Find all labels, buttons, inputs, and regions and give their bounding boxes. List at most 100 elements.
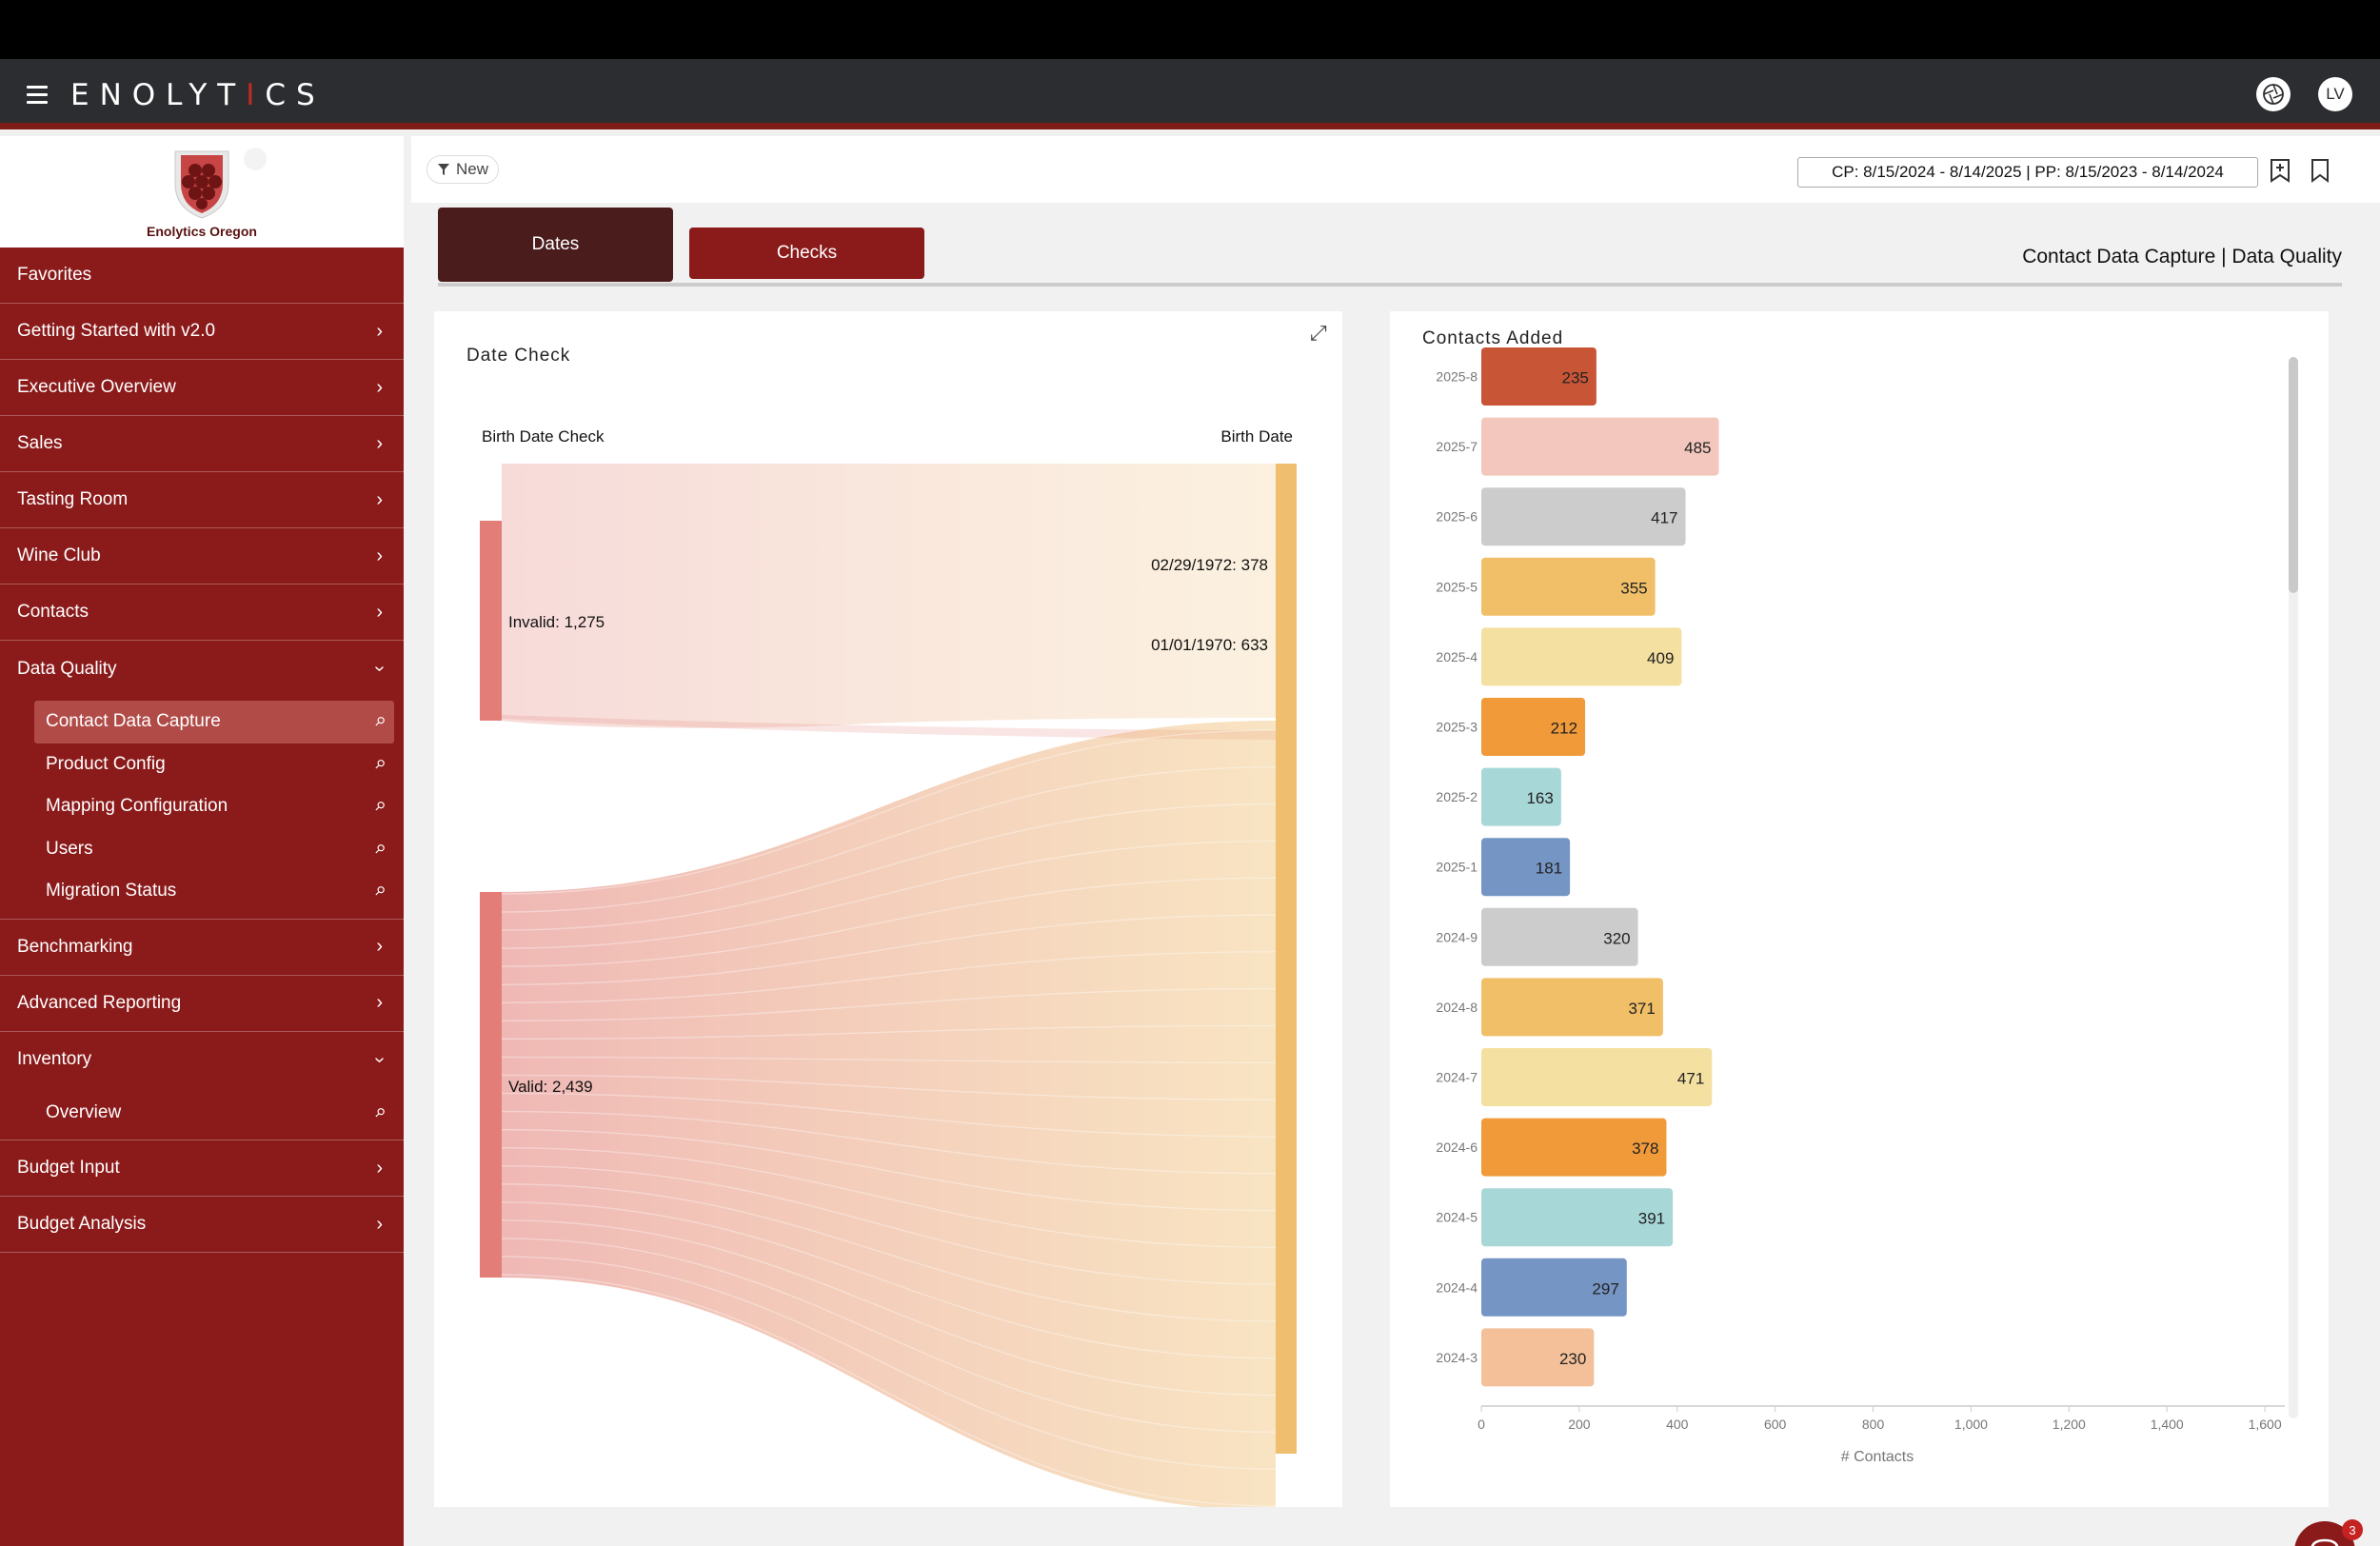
pin-icon[interactable]: ⚲ — [371, 1103, 389, 1121]
brand-logo[interactable]: ENOLYTICS — [70, 78, 326, 112]
top-bar: ENOLYTICS LV — [0, 59, 2380, 129]
sidebar-item-executive-overview[interactable]: Executive Overview › — [0, 360, 404, 416]
bar[interactable] — [1481, 1258, 1627, 1317]
node-valid[interactable] — [480, 892, 502, 1278]
flow-strand — [501, 1024, 1277, 1041]
scrollbar-thumb[interactable] — [2289, 357, 2298, 593]
flow-strand — [501, 729, 1277, 895]
sidebar-item-getting-started[interactable]: Getting Started with v2.0 › — [0, 304, 404, 360]
chevron-down-icon: › — [369, 665, 391, 672]
chevron-right-icon: › — [376, 320, 383, 342]
bar[interactable] — [1481, 1048, 1713, 1106]
sidebar-subitem-mapping-configuration[interactable]: Mapping Configuration ⚲ — [46, 796, 389, 817]
x-axis-title: # Contacts — [1841, 1449, 1914, 1465]
sidebar-item-budget-analysis[interactable]: Budget Analysis › — [0, 1197, 404, 1253]
chevron-right-icon: › — [376, 432, 383, 454]
flow-strand — [501, 1274, 1277, 1507]
bar[interactable] — [1481, 1118, 1667, 1177]
bar[interactable] — [1481, 557, 1656, 616]
inventory-submenu: Overview ⚲ — [0, 1088, 404, 1140]
pin-icon[interactable]: ⚲ — [371, 840, 389, 858]
bar[interactable] — [1481, 627, 1682, 686]
tab-checks[interactable]: Checks — [689, 228, 924, 279]
chevron-right-icon: › — [376, 545, 383, 566]
bar-category-label: 2024-6 — [1436, 1140, 1478, 1155]
sidebar-item-wine-club[interactable]: Wine Club › — [0, 528, 404, 585]
left-column-header: Birth Date Check — [482, 427, 605, 446]
org-name: Enolytics Oregon — [147, 224, 257, 239]
bar[interactable] — [1481, 347, 1597, 406]
bar-value-label: 163 — [1526, 789, 1553, 807]
sidebar-item-contacts[interactable]: Contacts › — [0, 585, 404, 641]
sidebar-item-data-quality[interactable]: Data Quality › — [17, 658, 391, 679]
bar[interactable] — [1481, 907, 1638, 966]
bar[interactable] — [1481, 487, 1686, 546]
pin-icon[interactable]: ⚲ — [371, 882, 389, 900]
x-tick-label: 200 — [1568, 1417, 1591, 1432]
bar[interactable] — [1481, 698, 1586, 756]
pin-icon[interactable]: ⚲ — [371, 798, 389, 815]
sidebar-subitem-migration-status[interactable]: Migration Status ⚲ — [46, 881, 389, 902]
sidebar-item-tasting-room[interactable]: Tasting Room › — [0, 472, 404, 528]
sidebar-item-budget-input[interactable]: Budget Input › — [0, 1140, 404, 1197]
sidebar-item-benchmarking[interactable]: Benchmarking › — [0, 920, 404, 976]
bar[interactable] — [1481, 1328, 1595, 1387]
bar[interactable] — [1481, 767, 1561, 826]
filter-label: New — [456, 160, 489, 178]
sidebar-subitem-users[interactable]: Users ⚲ — [46, 838, 389, 859]
node-date-1-label: 02/29/1972: 378 — [1151, 556, 1268, 574]
chart-scrollbar[interactable] — [2289, 357, 2298, 1418]
bar[interactable] — [1481, 978, 1663, 1037]
pin-icon[interactable]: ⚲ — [371, 755, 389, 773]
chevron-right-icon: › — [376, 1157, 383, 1179]
sidebar-item-favorites[interactable]: Favorites — [0, 248, 404, 304]
node-invalid[interactable] — [480, 521, 502, 721]
node-date-2-label: 01/01/1970: 633 — [1151, 636, 1268, 654]
aperture-icon[interactable] — [2256, 77, 2291, 111]
add-bookmark-icon[interactable] — [2268, 157, 2292, 184]
bar-category-label: 2025-2 — [1436, 789, 1478, 804]
sidebar-item-sales[interactable]: Sales › — [0, 416, 404, 472]
sidebar-subitem-overview[interactable]: Overview ⚲ — [46, 1101, 389, 1122]
bar-category-label: 2024-8 — [1436, 1000, 1478, 1015]
expand-icon[interactable]: ⤢ — [1310, 321, 1327, 345]
bar-value-label: 235 — [1562, 369, 1589, 387]
bar[interactable] — [1481, 838, 1571, 897]
chevron-right-icon: › — [376, 601, 383, 623]
x-tick-label: 1,400 — [2151, 1417, 2184, 1432]
bar[interactable] — [1481, 1188, 1674, 1247]
bar-value-label: 485 — [1684, 439, 1711, 457]
sidebar-item-inventory[interactable]: Inventory › — [17, 1049, 391, 1069]
bar-value-label: 471 — [1677, 1070, 1704, 1088]
node-birth-date[interactable] — [1276, 464, 1297, 1454]
bar-value-label: 230 — [1559, 1350, 1586, 1368]
bar-category-label: 2025-7 — [1436, 439, 1478, 454]
filter-chip[interactable]: New — [426, 155, 500, 184]
pin-icon[interactable]: ⚲ — [371, 713, 389, 730]
date-range-field[interactable]: CP: 8/15/2024 - 8/14/2025 | PP: 8/15/202… — [1797, 157, 2258, 188]
x-tick-label: 400 — [1666, 1417, 1689, 1432]
sidebar-item-advanced-reporting[interactable]: Advanced Reporting › — [0, 976, 404, 1032]
bar-category-label: 2024-3 — [1436, 1350, 1478, 1365]
sidebar-subitem-contact-data-capture[interactable]: Contact Data Capture ⚲ — [34, 701, 394, 743]
sankey-diagram: Birth Date Check Birth Date Invalid: 1,2… — [480, 427, 1297, 1507]
bar-value-label: 409 — [1647, 649, 1674, 667]
x-tick-label: 600 — [1764, 1417, 1787, 1432]
bar-value-label: 320 — [1603, 929, 1630, 947]
tab-dates[interactable]: Dates — [438, 208, 673, 282]
bar[interactable] — [1481, 417, 1719, 476]
bar-category-label: 2025-3 — [1436, 720, 1478, 735]
tab-underline — [438, 283, 2342, 287]
flow-strand — [501, 766, 1277, 913]
chevron-right-icon: › — [376, 936, 383, 957]
flow-valid-strands — [501, 729, 1277, 1507]
flow-strand — [501, 1238, 1277, 1434]
sidebar-subitem-product-config[interactable]: Product Config ⚲ — [46, 753, 389, 774]
hamburger-menu-icon[interactable] — [27, 86, 48, 104]
bar-category-label: 2025-5 — [1436, 579, 1478, 594]
chevron-right-icon: › — [376, 1213, 383, 1235]
node-valid-label: Valid: 2,439 — [508, 1078, 593, 1096]
org-logo[interactable]: Enolytics Oregon — [129, 146, 275, 241]
user-avatar[interactable]: LV — [2318, 77, 2352, 111]
bookmark-icon[interactable] — [2308, 157, 2332, 184]
